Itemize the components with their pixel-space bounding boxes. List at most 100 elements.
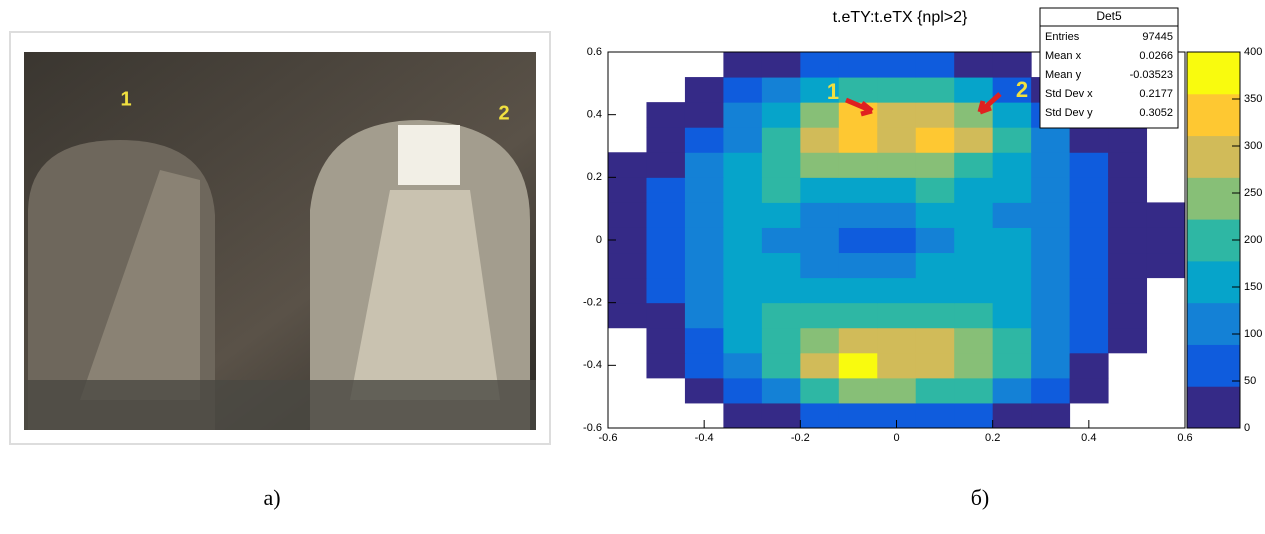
bin: [646, 252, 686, 279]
z-tick-label: 300: [1244, 140, 1262, 152]
color-bar-step: [1187, 219, 1240, 262]
bin: [1069, 377, 1109, 404]
z-tick-label: 350: [1244, 93, 1262, 105]
bin: [684, 302, 724, 329]
bin: [761, 252, 801, 279]
bin: [761, 227, 801, 254]
bin: [1069, 127, 1109, 153]
bin: [915, 152, 955, 178]
bin: [954, 227, 994, 254]
bin: [1031, 152, 1071, 178]
bin: [608, 302, 647, 329]
stats-value: 0.0266: [1139, 50, 1173, 62]
bin: [723, 402, 763, 429]
bin: [915, 77, 955, 103]
bin: [1031, 177, 1071, 203]
bin: [761, 277, 801, 304]
color-bar-step: [1187, 302, 1240, 345]
color-bar-step: [1187, 386, 1240, 429]
caption: б): [971, 485, 990, 510]
bin: [877, 252, 917, 279]
bin: [838, 327, 878, 354]
bin: [800, 402, 840, 429]
bin: [684, 127, 724, 153]
chart-title: t.eTY:t.eTX {npl>2}: [833, 9, 968, 26]
bin: [723, 177, 763, 203]
bin: [761, 102, 801, 128]
bin: [646, 227, 686, 254]
bin: [838, 202, 878, 228]
bin: [800, 377, 840, 404]
bin: [1069, 227, 1109, 254]
bin: [761, 302, 801, 329]
z-tick-label: 0: [1244, 422, 1250, 434]
bin: [838, 377, 878, 404]
bin: [608, 152, 647, 178]
bin: [954, 127, 994, 153]
bin: [838, 52, 878, 78]
bin: [1031, 277, 1071, 304]
bin: [761, 402, 801, 429]
bin: [954, 377, 994, 404]
bin: [1031, 202, 1071, 228]
bin: [954, 202, 994, 228]
bin: [1069, 177, 1109, 203]
bin: [915, 302, 955, 329]
bin: [915, 52, 955, 78]
bin: [915, 227, 955, 254]
bin: [800, 102, 840, 128]
bin: [992, 352, 1032, 379]
caption: a): [263, 485, 280, 510]
bin: [954, 152, 994, 178]
bin: [915, 377, 955, 404]
x-tick-label: 0.4: [1081, 432, 1096, 444]
bin: [1069, 152, 1109, 178]
bin: [1069, 202, 1109, 228]
stats-value: 97445: [1142, 31, 1173, 43]
bin: [761, 177, 801, 203]
bin: [1069, 302, 1109, 329]
stats-label: Entries: [1045, 31, 1080, 43]
bin: [800, 277, 840, 304]
bin: [646, 277, 686, 304]
bin: [1031, 402, 1071, 429]
bin: [800, 202, 840, 228]
stats-label: Mean y: [1045, 69, 1082, 81]
bin: [646, 152, 686, 178]
bin: [954, 327, 994, 354]
bin: [1069, 352, 1109, 379]
bin: [915, 277, 955, 304]
bin: [992, 102, 1032, 128]
bin: [915, 102, 955, 128]
bin: [877, 102, 917, 128]
bin: [684, 252, 724, 279]
y-tick-label: 0.6: [587, 46, 602, 58]
bin: [684, 277, 724, 304]
bin: [646, 302, 686, 329]
bin: [992, 277, 1032, 304]
bin: [646, 327, 686, 354]
bin: [838, 277, 878, 304]
y-tick-label: -0.6: [583, 422, 602, 434]
floor: [24, 380, 536, 430]
arrow: [845, 97, 874, 117]
bin: [646, 177, 686, 203]
bin: [992, 252, 1032, 279]
bin: [877, 327, 917, 354]
bin: [1108, 252, 1148, 279]
bin: [1031, 227, 1071, 254]
bin: [761, 352, 801, 379]
z-tick-label: 200: [1244, 234, 1262, 246]
bin: [954, 177, 994, 203]
bin: [877, 127, 917, 153]
bin: [761, 152, 801, 178]
color-bar-step: [1187, 135, 1240, 178]
bin: [877, 302, 917, 329]
bin: [954, 52, 994, 78]
stats-title: Det5: [1096, 9, 1122, 23]
bin: [877, 227, 917, 254]
bin: [1031, 377, 1071, 404]
bin: [1031, 327, 1071, 354]
bin: [915, 202, 955, 228]
